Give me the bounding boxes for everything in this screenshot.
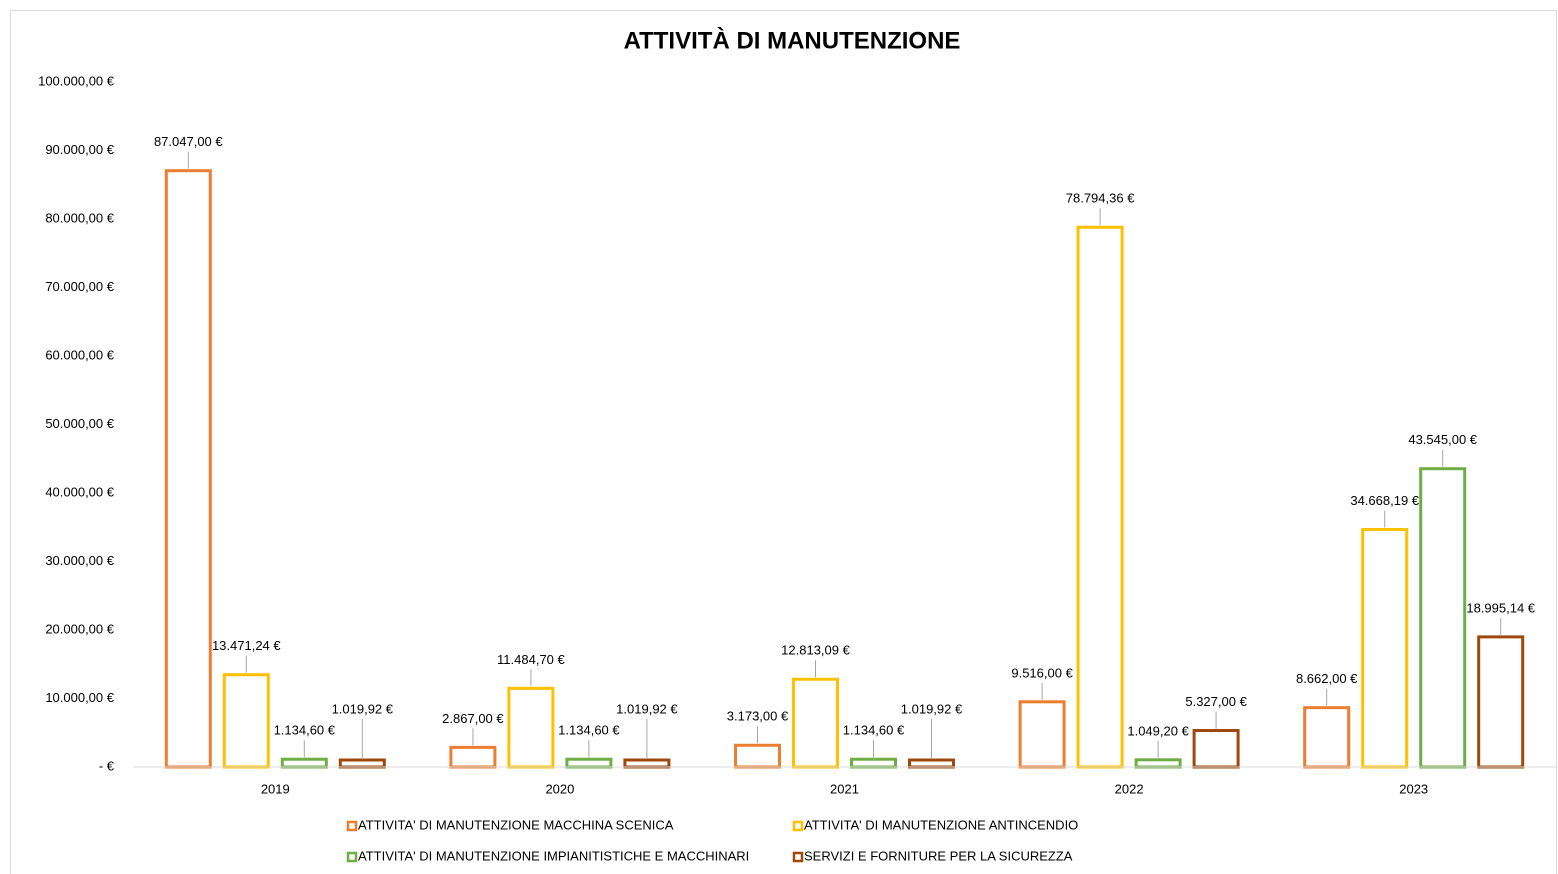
legend-marker bbox=[792, 851, 804, 863]
x-tick-label: 2022 bbox=[1115, 781, 1144, 796]
data-label: 18.995,14 € bbox=[1466, 600, 1535, 615]
x-tick-label: 2019 bbox=[261, 781, 290, 796]
x-tick-label: 2020 bbox=[545, 781, 574, 796]
y-tick-label: 50.000,00 € bbox=[45, 416, 114, 431]
legend-label: ATTIVITA' DI MANUTENZIONE IMPIANITISTICH… bbox=[358, 848, 749, 863]
x-tick-label: 2021 bbox=[830, 781, 859, 796]
y-tick-label: 40.000,00 € bbox=[45, 484, 114, 499]
data-label: 2.867,00 € bbox=[442, 711, 504, 726]
chart-title: ATTIVITÀ DI MANUTENZIONE bbox=[624, 26, 961, 54]
legend-label: SERVIZI E FORNITURE PER LA SICUREZZA bbox=[804, 848, 1073, 863]
legend-label: ATTIVITA' DI MANUTENZIONE MACCHINA SCENI… bbox=[358, 817, 674, 832]
y-tick-label: - € bbox=[99, 758, 115, 773]
data-label: 1.019,92 € bbox=[332, 701, 394, 716]
y-tick-label: 80.000,00 € bbox=[45, 210, 114, 225]
data-label: 8.662,00 € bbox=[1296, 671, 1358, 686]
data-label: 1.134,60 € bbox=[274, 723, 336, 738]
data-label: 78.794,36 € bbox=[1066, 191, 1135, 206]
data-label: 11.484,70 € bbox=[497, 652, 565, 667]
data-label: 43.545,00 € bbox=[1408, 432, 1477, 447]
legend-marker bbox=[346, 851, 358, 863]
data-label: 12.813,09 € bbox=[781, 643, 850, 658]
data-label: 13.471,24 € bbox=[212, 638, 281, 653]
data-label: 3.173,00 € bbox=[727, 709, 789, 724]
y-tick-label: 10.000,00 € bbox=[45, 690, 114, 705]
data-label: 87.047,00 € bbox=[154, 134, 223, 149]
data-label: 34.668,19 € bbox=[1350, 493, 1419, 508]
data-label: 1.134,60 € bbox=[843, 723, 905, 738]
y-tick-label: 100.000,00 € bbox=[38, 73, 115, 88]
data-label: 9.516,00 € bbox=[1011, 665, 1073, 680]
data-label: 5.327,00 € bbox=[1185, 694, 1247, 709]
y-tick-label: 20.000,00 € bbox=[45, 621, 114, 636]
chart-frame bbox=[10, 10, 1557, 874]
data-label: 1.134,60 € bbox=[558, 723, 620, 738]
y-tick-label: 70.000,00 € bbox=[45, 279, 114, 294]
y-tick-label: 60.000,00 € bbox=[45, 347, 114, 362]
data-label: 1.019,92 € bbox=[616, 701, 678, 716]
y-tick-label: 30.000,00 € bbox=[45, 553, 114, 568]
x-tick-label: 2023 bbox=[1399, 781, 1428, 796]
legend-marker bbox=[792, 820, 804, 832]
y-tick-label: 90.000,00 € bbox=[45, 142, 114, 157]
legend-marker bbox=[346, 820, 358, 832]
legend-label: ATTIVITA' DI MANUTENZIONE ANTINCENDIO bbox=[804, 817, 1078, 832]
data-label: 1.049,20 € bbox=[1127, 723, 1189, 738]
data-label: 1.019,92 € bbox=[901, 701, 963, 716]
